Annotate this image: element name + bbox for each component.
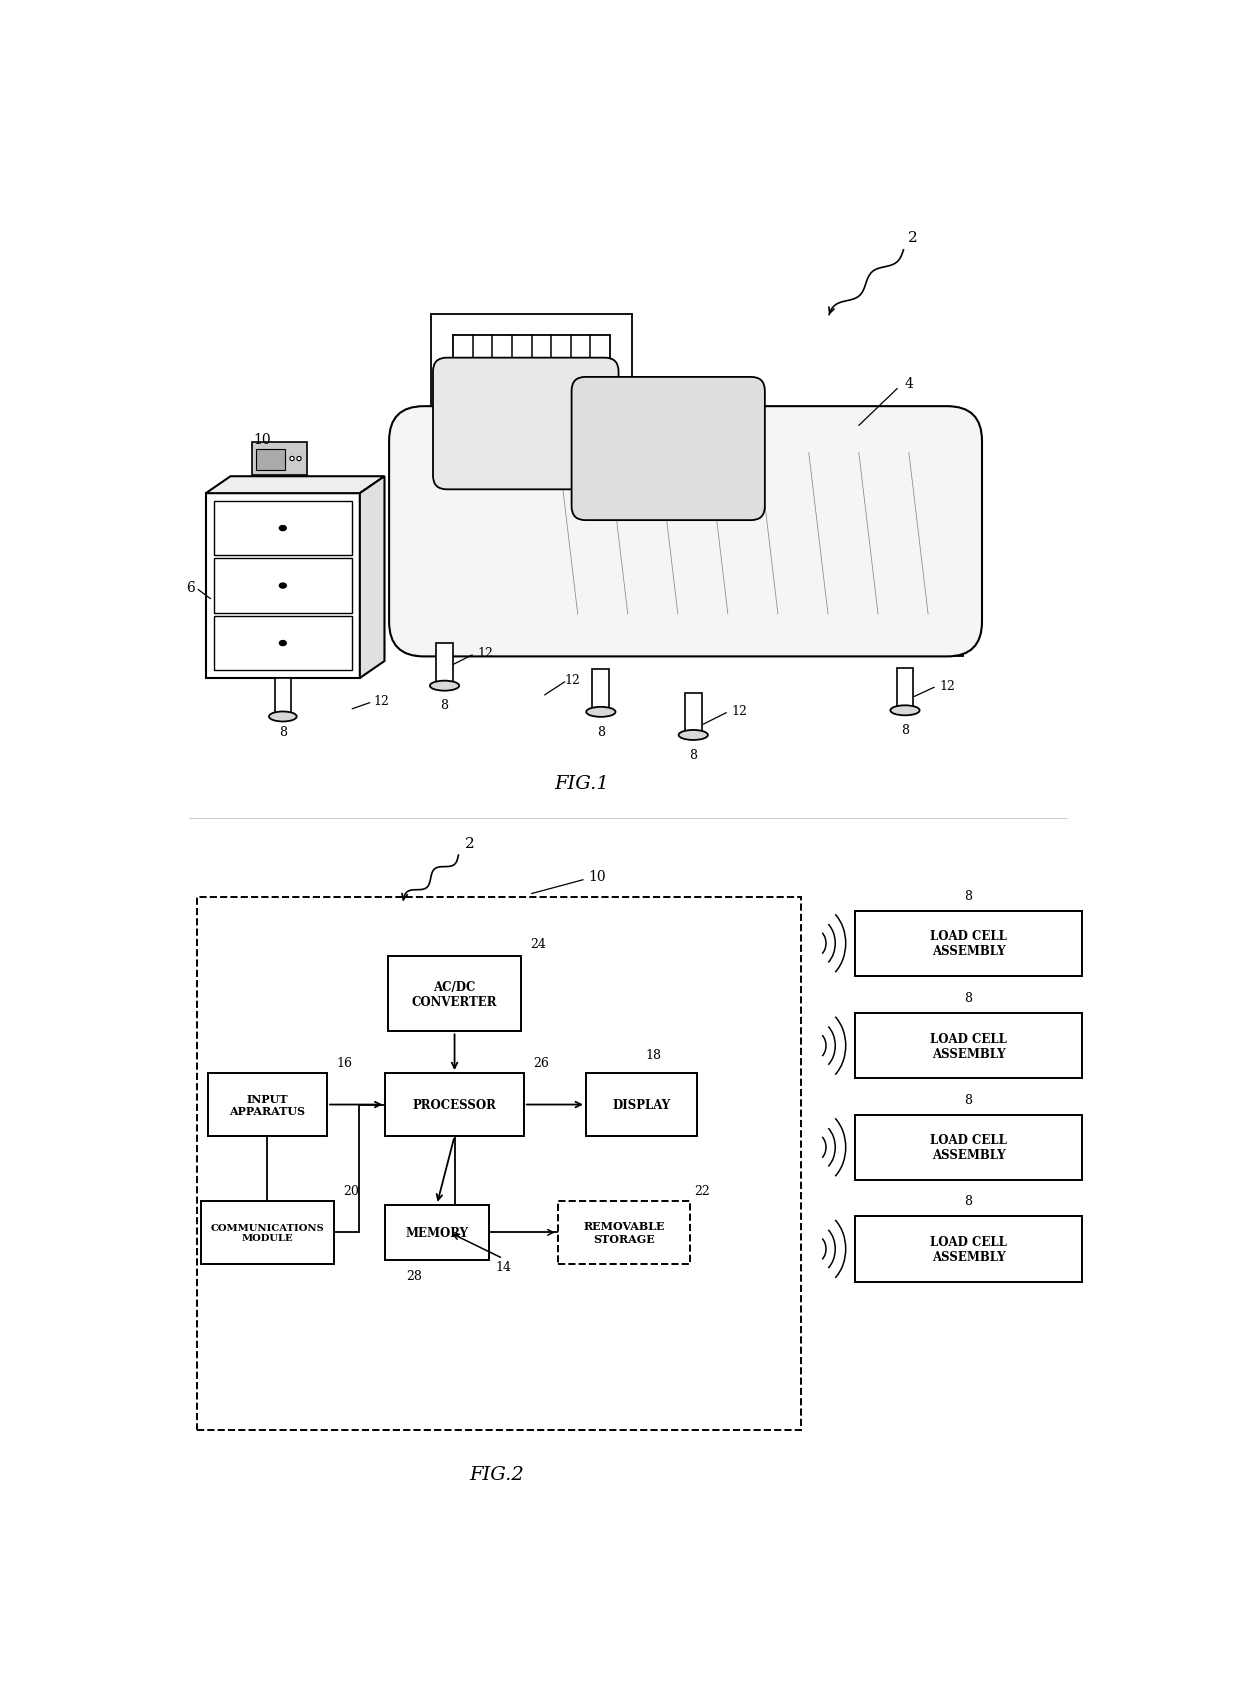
Bar — [208, 1073, 327, 1136]
Bar — [854, 1116, 1083, 1180]
Text: REMOVABLE
STORAGE: REMOVABLE STORAGE — [583, 1221, 665, 1245]
Text: 26: 26 — [533, 1056, 549, 1070]
Bar — [388, 956, 521, 1032]
Text: 24: 24 — [529, 937, 546, 951]
FancyBboxPatch shape — [389, 408, 982, 657]
Bar — [854, 910, 1083, 976]
Bar — [213, 616, 352, 671]
Bar — [386, 1073, 523, 1136]
Text: 6: 6 — [186, 581, 195, 594]
Text: 12: 12 — [477, 647, 494, 659]
Bar — [854, 1014, 1083, 1078]
Bar — [275, 679, 290, 717]
Ellipse shape — [678, 730, 708, 740]
FancyBboxPatch shape — [433, 358, 619, 491]
Text: 8: 8 — [596, 727, 605, 739]
Bar — [593, 671, 609, 713]
FancyBboxPatch shape — [572, 377, 765, 521]
Ellipse shape — [430, 681, 459, 691]
Bar — [197, 897, 801, 1430]
Text: 8: 8 — [965, 992, 972, 1005]
Text: LOAD CELL
ASSEMBLY: LOAD CELL ASSEMBLY — [930, 1234, 1007, 1263]
Text: 12: 12 — [940, 679, 955, 693]
Text: 8: 8 — [689, 749, 697, 762]
Ellipse shape — [296, 457, 301, 462]
Text: FIG.1: FIG.1 — [554, 774, 609, 793]
Text: FIG.2: FIG.2 — [470, 1465, 525, 1484]
Ellipse shape — [890, 706, 920, 717]
Bar — [684, 693, 702, 735]
Bar — [585, 1073, 697, 1136]
Text: 10: 10 — [253, 433, 270, 447]
Text: LOAD CELL
ASSEMBLY: LOAD CELL ASSEMBLY — [930, 1134, 1007, 1161]
Bar — [213, 559, 352, 613]
Text: 8: 8 — [965, 1195, 972, 1207]
Ellipse shape — [279, 526, 286, 531]
Bar — [384, 1206, 489, 1260]
Bar — [558, 1200, 691, 1265]
Text: 2: 2 — [465, 835, 475, 851]
Text: 4: 4 — [904, 377, 914, 391]
Text: LOAD CELL
ASSEMBLY: LOAD CELL ASSEMBLY — [930, 1032, 1007, 1060]
Text: 8: 8 — [901, 723, 909, 737]
Text: 8: 8 — [279, 727, 286, 739]
Text: 8: 8 — [965, 890, 972, 902]
Bar — [213, 501, 352, 555]
Text: 8: 8 — [440, 698, 449, 711]
Text: 12: 12 — [732, 705, 748, 717]
Bar — [255, 450, 285, 470]
Text: 12: 12 — [373, 694, 389, 708]
Ellipse shape — [279, 642, 286, 647]
Text: 28: 28 — [405, 1268, 422, 1282]
Polygon shape — [206, 477, 384, 494]
Text: INPUT
APPARATUS: INPUT APPARATUS — [229, 1094, 305, 1117]
Text: 20: 20 — [343, 1184, 358, 1197]
Bar — [201, 1200, 334, 1265]
Text: DISPLAY: DISPLAY — [613, 1099, 671, 1112]
Text: 18: 18 — [646, 1049, 661, 1061]
Text: 10: 10 — [588, 869, 606, 883]
Text: 12: 12 — [564, 674, 580, 686]
Text: LOAD CELL
ASSEMBLY: LOAD CELL ASSEMBLY — [930, 931, 1007, 958]
Text: PROCESSOR: PROCESSOR — [413, 1099, 496, 1112]
Text: 14: 14 — [495, 1260, 511, 1274]
Bar — [854, 1216, 1083, 1282]
Text: 8: 8 — [965, 1094, 972, 1105]
Text: 22: 22 — [694, 1184, 709, 1197]
Text: AC/DC
CONVERTER: AC/DC CONVERTER — [412, 980, 497, 1009]
Bar — [436, 644, 453, 686]
Text: MEMORY: MEMORY — [405, 1226, 469, 1240]
Ellipse shape — [290, 457, 294, 462]
Text: 2: 2 — [908, 231, 918, 245]
Polygon shape — [206, 494, 360, 679]
Ellipse shape — [587, 708, 615, 718]
Ellipse shape — [269, 711, 296, 722]
Text: 16: 16 — [336, 1056, 352, 1070]
Bar — [252, 443, 308, 475]
Ellipse shape — [279, 584, 286, 589]
Text: COMMUNICATIONS
MODULE: COMMUNICATIONS MODULE — [211, 1223, 325, 1243]
Bar — [897, 669, 914, 711]
Polygon shape — [360, 477, 384, 679]
